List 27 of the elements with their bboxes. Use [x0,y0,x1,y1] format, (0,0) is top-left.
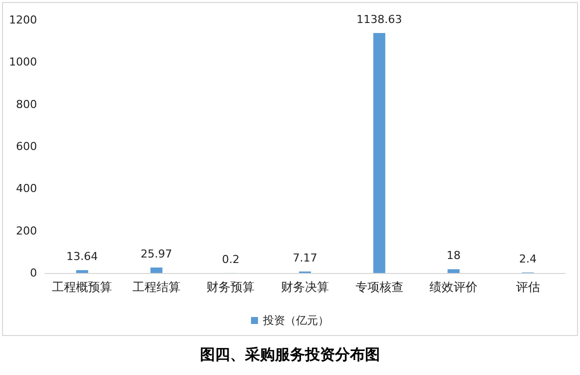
text: 图四、采购服务投资分布图 [200,346,380,364]
y-tick-label: 1000 [9,56,37,69]
bar [448,269,460,273]
x-tick-label: 财务决算 [281,280,329,294]
x-tick-label: 工程结算 [132,280,180,294]
x-tick-label: 工程概预算 [52,280,112,294]
x-tick-label: 评估 [516,280,540,294]
legend-label: 投资（亿元） [262,314,329,327]
data-label: 13.64 [66,250,98,264]
y-tick-label: 800 [16,98,37,111]
x-tick-label: 财务预算 [206,280,255,294]
x-tick-label: 绩效评价 [430,280,478,294]
data-label: 18 [446,249,461,262]
y-tick-label: 400 [16,182,37,196]
data-label: 0.2 [222,252,240,266]
bar [373,32,386,273]
bar [150,268,162,273]
data-label: 7.17 [292,251,318,264]
data-label: 2.4 [519,252,537,266]
x-tick-label: 专项核查 [355,280,404,294]
y-tick-label: 200 [16,224,37,238]
y-tick-label: 0 [30,266,37,280]
y-tick-label: 1200 [9,14,37,26]
data-label: 1138.63 [356,12,402,26]
data-label: 25.97 [140,248,172,261]
bar [76,270,88,273]
y-tick-label: 600 [16,140,37,153]
